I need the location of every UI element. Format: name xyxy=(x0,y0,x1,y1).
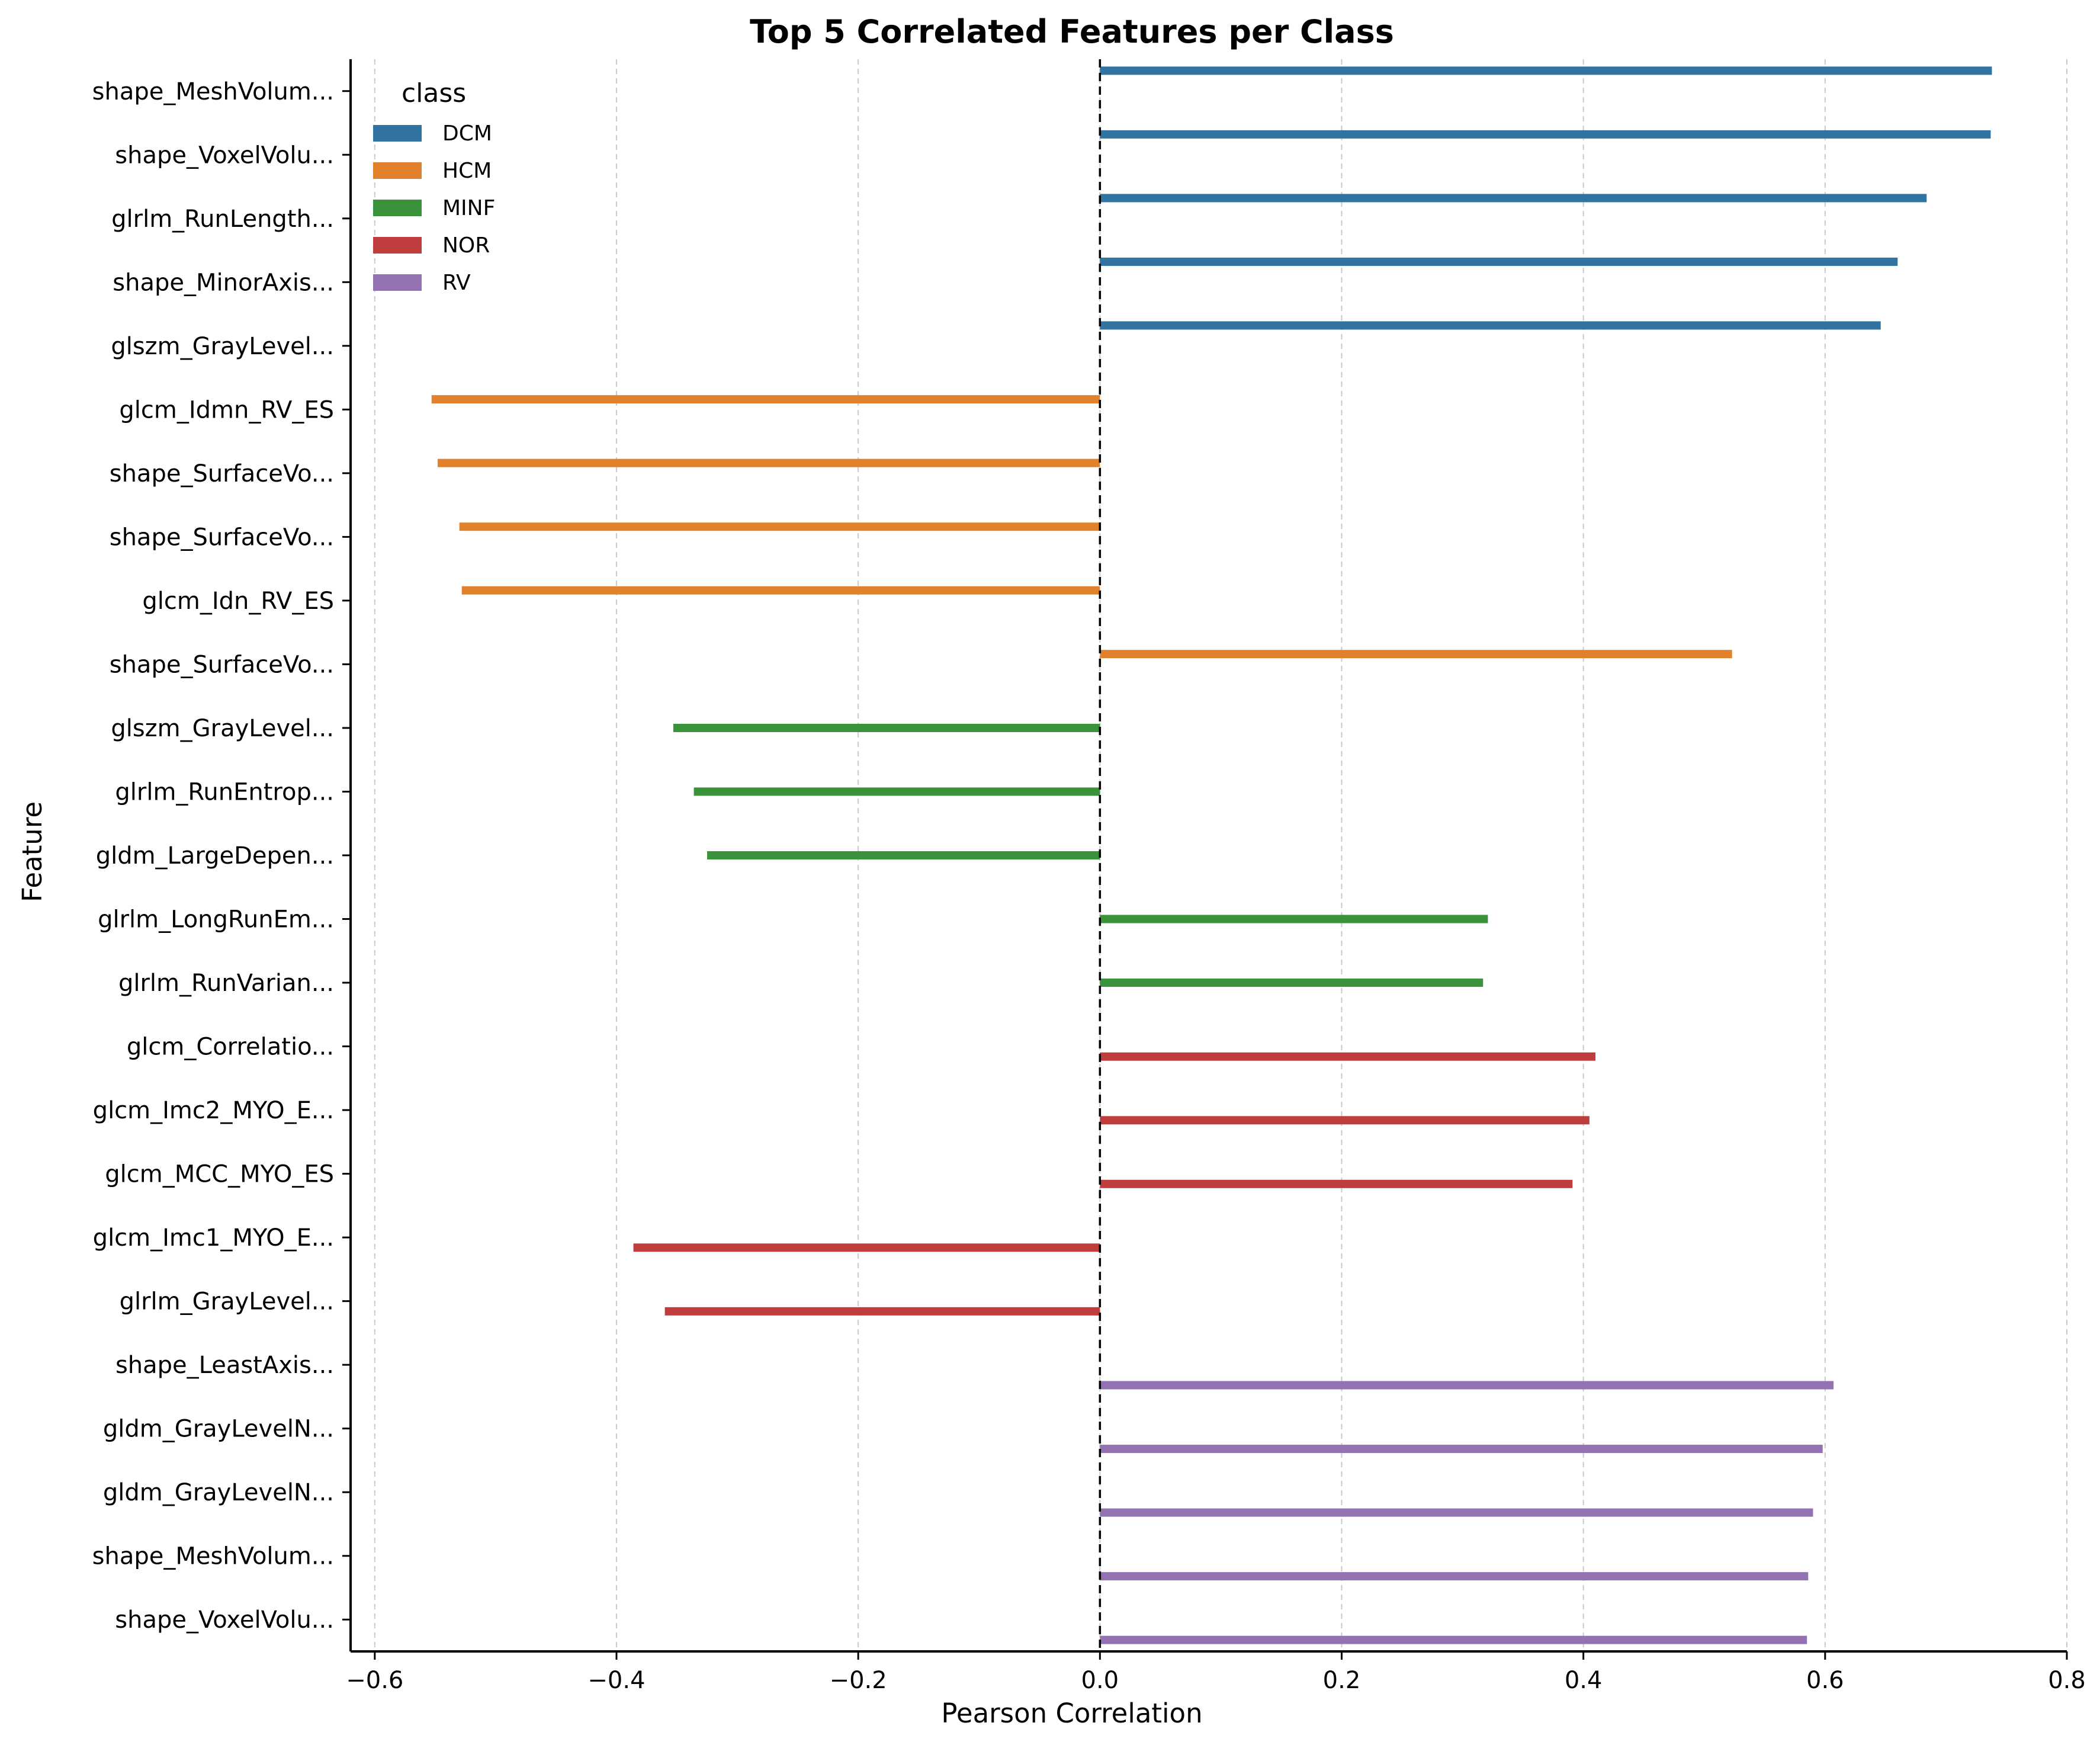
y-tick-label: shape_SurfaceVo... xyxy=(110,524,334,551)
y-tick-label: gldm_GrayLevelN... xyxy=(103,1479,334,1506)
y-tick-label: glszm_GrayLevel... xyxy=(111,333,334,360)
bars xyxy=(431,66,1992,1644)
bar xyxy=(1100,1572,1809,1581)
x-tick-label: −0.2 xyxy=(830,1667,887,1694)
y-tick-label: glcm_Imc2_MYO_E... xyxy=(93,1097,334,1124)
bar xyxy=(1100,1179,1573,1188)
y-tick-label: glrlm_RunVarian... xyxy=(118,970,334,997)
legend-entry-label: DCM xyxy=(442,121,492,146)
x-tick-label: 0.8 xyxy=(2048,1667,2086,1694)
bar xyxy=(1100,1381,1834,1390)
bar xyxy=(1100,979,1484,987)
bar xyxy=(459,522,1100,531)
x-tick-label: −0.4 xyxy=(587,1667,645,1694)
y-tick-label: glcm_Idmn_RV_ES xyxy=(119,396,334,424)
y-tick-label: glcm_Correlatio... xyxy=(127,1034,334,1061)
x-tick-label: −0.6 xyxy=(346,1667,403,1694)
y-tick-label: glrlm_RunLength... xyxy=(111,206,334,233)
bar xyxy=(1100,321,1881,330)
legend-entry-label: RV xyxy=(442,271,471,295)
y-axis-ticks: shape_MeshVolum...shape_VoxelVolu...glrl… xyxy=(92,78,351,1634)
y-tick-label: glszm_GrayLevel... xyxy=(111,715,334,742)
y-tick-label: gldm_GrayLevelN... xyxy=(103,1416,334,1443)
bar xyxy=(673,723,1100,732)
bar xyxy=(431,395,1100,404)
x-tick-label: 0.6 xyxy=(1806,1667,1844,1694)
y-tick-label: glcm_Imc1_MYO_E... xyxy=(93,1224,334,1252)
legend-swatch xyxy=(373,200,422,216)
legend-entry-label: NOR xyxy=(442,233,490,258)
bar xyxy=(707,851,1100,859)
y-tick-label: glrlm_RunEntrop... xyxy=(115,778,334,806)
y-axis-label: Feature xyxy=(17,801,48,902)
bar xyxy=(1100,1116,1590,1125)
legend-swatch xyxy=(373,125,422,142)
bar xyxy=(1100,650,1732,659)
legend-swatch xyxy=(373,162,422,179)
bar xyxy=(1100,257,1898,266)
bar xyxy=(633,1243,1100,1252)
bar xyxy=(437,458,1100,467)
y-tick-label: gldm_LargeDepen... xyxy=(96,842,334,870)
x-axis-ticks: −0.6 −0.4 −0.2 0.0 0.2 0.4 0.6 0.8 xyxy=(346,1651,2086,1694)
chart-title: Top 5 Correlated Features per Class xyxy=(750,13,1394,50)
y-tick-label: shape_VoxelVolu... xyxy=(115,1606,334,1634)
y-tick-label: glrlm_LongRunEm... xyxy=(98,906,334,934)
y-tick-label: shape_SurfaceVo... xyxy=(110,460,334,487)
x-tick-label: 0.4 xyxy=(1565,1667,1603,1694)
y-tick-label: shape_LeastAxis... xyxy=(115,1352,334,1379)
bar xyxy=(1100,66,1992,75)
y-tick-label: glcm_MCC_MYO_ES xyxy=(105,1161,334,1188)
bar xyxy=(1100,1445,1823,1454)
grid-lines xyxy=(374,59,2067,1651)
bar xyxy=(1100,1052,1596,1061)
y-tick-label: glcm_Idn_RV_ES xyxy=(142,588,334,615)
legend-swatch xyxy=(373,237,422,254)
axes xyxy=(349,59,2067,1653)
bar xyxy=(664,1307,1100,1316)
bar xyxy=(1100,130,1991,139)
bar xyxy=(1100,1508,1813,1517)
bar xyxy=(1100,915,1488,923)
bar xyxy=(461,586,1100,595)
bar xyxy=(1100,194,1927,203)
legend-title: class xyxy=(402,78,466,108)
bar xyxy=(693,787,1100,796)
y-tick-label: glrlm_GrayLevel... xyxy=(120,1288,334,1316)
x-tick-label: 0.0 xyxy=(1081,1667,1119,1694)
legend-entry-label: MINF xyxy=(442,196,495,220)
legend-swatch xyxy=(373,274,422,291)
x-axis-label: Pearson Correlation xyxy=(941,1698,1202,1729)
legend: class DCM HCM MINF NOR RV xyxy=(373,78,495,295)
y-tick-label: shape_MinorAxis... xyxy=(113,269,334,296)
x-tick-label: 0.2 xyxy=(1323,1667,1361,1694)
y-tick-label: shape_MeshVolum... xyxy=(92,1543,334,1570)
legend-entry-label: HCM xyxy=(442,159,492,183)
bar xyxy=(1100,1635,1807,1644)
y-tick-label: shape_MeshVolum... xyxy=(92,78,334,105)
y-tick-label: shape_SurfaceVo... xyxy=(110,651,334,678)
y-tick-label: shape_VoxelVolu... xyxy=(115,142,334,169)
